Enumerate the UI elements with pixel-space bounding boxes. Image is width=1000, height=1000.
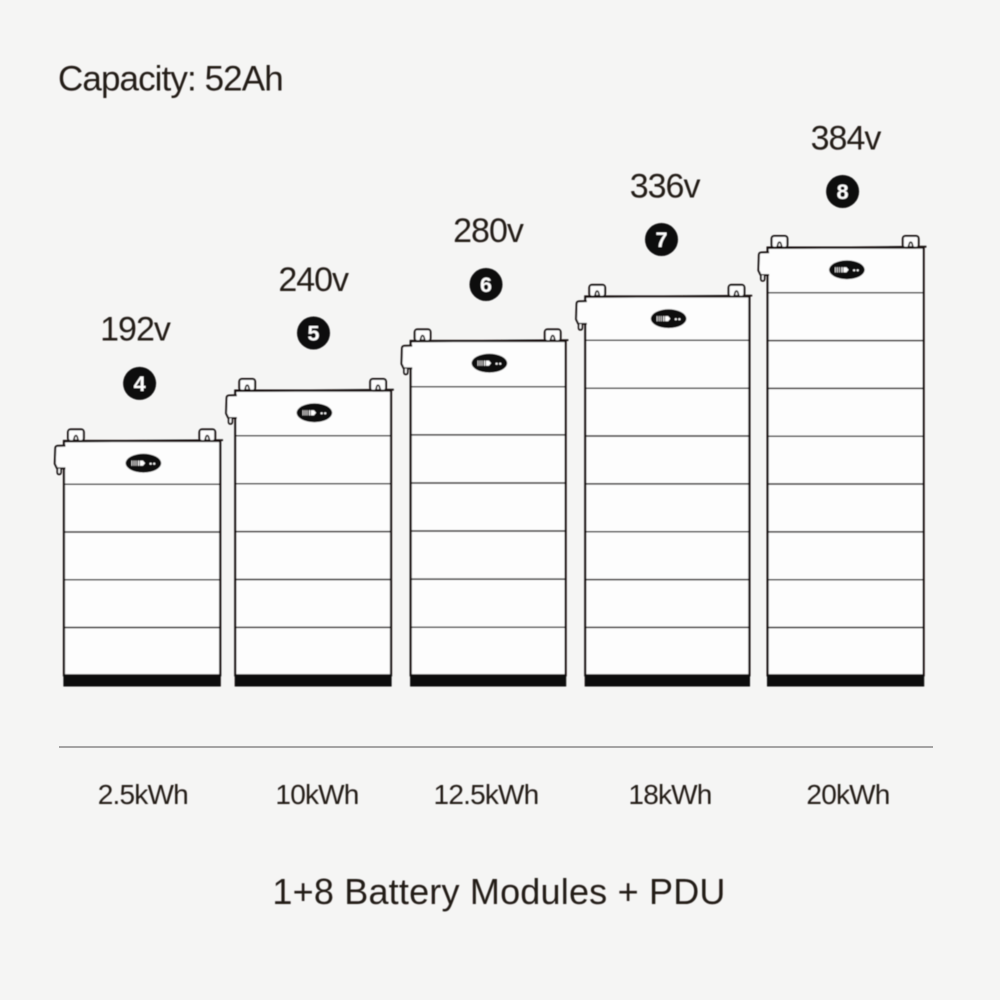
svg-text:384v: 384v [811,119,882,157]
svg-text:7: 7 [656,228,668,252]
svg-text:6: 6 [480,273,492,297]
svg-text:336v: 336v [630,167,701,205]
svg-text:280v: 280v [453,212,524,250]
svg-text:2.5kWh: 2.5kWh [98,779,188,810]
svg-text:Capacity: 52Ah: Capacity: 52Ah [58,59,283,98]
svg-text:192v: 192v [100,311,171,349]
svg-text:20kWh: 20kWh [806,779,889,810]
svg-text:18kWh: 18kWh [628,779,711,810]
svg-text:10kWh: 10kWh [275,779,358,810]
svg-text:8: 8 [837,180,849,204]
svg-text:4: 4 [134,372,146,396]
svg-text:12.5kWh: 12.5kWh [434,779,539,810]
svg-text:1+8 Battery Modules + PDU: 1+8 Battery Modules + PDU [272,871,725,912]
svg-text:5: 5 [308,322,320,346]
svg-text:240v: 240v [278,261,349,299]
